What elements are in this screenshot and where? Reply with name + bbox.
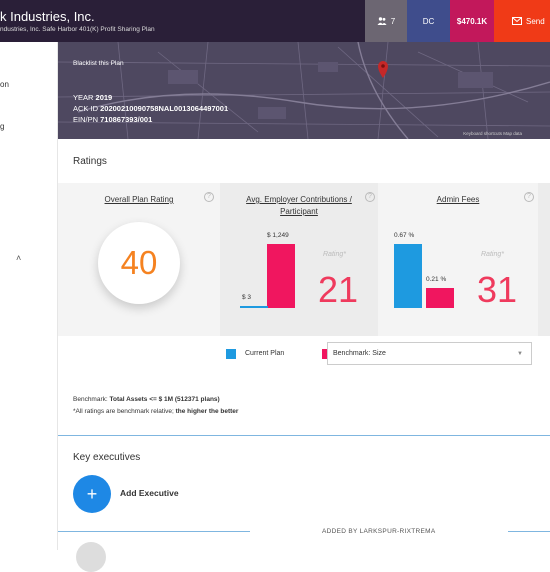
ein-value: 710867393/001	[100, 115, 153, 124]
added-divider-right	[508, 531, 550, 532]
ein-row: EIN/PN 710867393/001	[73, 115, 152, 124]
year-value: 2019	[95, 93, 113, 102]
map-hero: Blacklist this Plan YEAR 2019 ACK ID 202…	[58, 42, 550, 139]
note-bold: the higher the better	[175, 408, 239, 415]
benchmark-select-value: Benchmark: Size	[333, 350, 386, 357]
overall-rating-title[interactable]: Overall Plan Rating	[104, 195, 174, 204]
ein-label: EIN/PN	[73, 115, 99, 124]
ratings-title: Ratings	[73, 156, 107, 167]
benchmark-bar	[426, 287, 454, 308]
map-credit[interactable]: Keyboard shortcuts Map data	[463, 131, 522, 136]
dc-button[interactable]: DC	[407, 0, 450, 42]
benchmark-info: Benchmark: Total Assets <= $ 1M (512371 …	[73, 396, 220, 403]
benchmark-value: Total Assets <= $ 1M (512371 plans)	[109, 396, 220, 403]
ack-label: ACK ID	[73, 104, 99, 113]
current-plan-legend: Current Plan	[245, 350, 285, 357]
assets-button[interactable]: $470.1K	[450, 0, 494, 42]
employer-contrib-card: Avg. Employer Contributions / Participan…	[220, 183, 378, 336]
benchmark-value-label: 0.21 %	[426, 275, 447, 283]
added-divider-left	[58, 531, 250, 532]
year-label: YEAR	[73, 93, 94, 102]
send-label: Send	[526, 16, 545, 26]
sidebar-item-1[interactable]: on	[0, 80, 9, 89]
top-header: k Industries, Inc. ndustries, Inc. Safe …	[0, 0, 550, 42]
send-button[interactable]: Send	[494, 0, 550, 42]
current-bar	[394, 244, 422, 308]
benchmark-bar	[267, 244, 295, 308]
ratings-note: *All ratings are benchmark relative; the…	[73, 408, 238, 415]
help-icon[interactable]: ?	[524, 192, 534, 202]
help-icon[interactable]: ?	[365, 192, 375, 202]
added-by-label: ADDED BY LARKSPUR-RIXTREMA	[322, 528, 436, 535]
chevron-down-icon: ▼	[517, 351, 523, 357]
admin-rating: 31	[477, 269, 518, 310]
blacklist-link[interactable]: Blacklist this Plan	[73, 60, 124, 67]
ack-value: 20200210090758NAL0013064497001	[100, 104, 229, 113]
users-count: 7	[390, 16, 396, 26]
benchmark-prefix: Benchmark:	[73, 396, 108, 403]
ack-row: ACK ID 20200210090758NAL0013064497001	[73, 104, 228, 113]
admin-fees-card: Admin Fees ? 0.67 % 0.21 % Rating* 31	[378, 183, 538, 336]
current-plan-swatch	[226, 349, 236, 359]
chevron-up-icon[interactable]: ˄	[16, 253, 22, 263]
users-button[interactable]: 7	[365, 0, 407, 42]
rating-label: Rating*	[323, 251, 346, 258]
main-content: Ratings Overall Plan Rating ? 40 Avg. Em…	[58, 139, 550, 572]
employer-contrib-title[interactable]: Avg. Employer Contributions / Participan…	[246, 195, 352, 216]
avatar	[76, 542, 106, 572]
next-card	[538, 183, 550, 336]
ratings-strip: Overall Plan Rating ? 40 Avg. Employer C…	[58, 183, 550, 336]
executives-title: Key executives	[73, 452, 141, 463]
current-bar	[240, 306, 268, 308]
section-divider	[58, 435, 550, 436]
plan-name: ndustries, Inc. Safe Harbor 401(K) Profi…	[0, 26, 155, 33]
admin-fees-title[interactable]: Admin Fees	[436, 195, 480, 204]
users-icon	[377, 17, 387, 25]
map-pin-icon	[378, 61, 388, 78]
overall-score: 40	[98, 222, 180, 304]
employer-rating: 21	[318, 269, 359, 310]
help-icon[interactable]: ?	[204, 192, 214, 202]
benchmark-select[interactable]: Benchmark: Size ▼	[327, 342, 532, 365]
benchmark-value-label: $ 1,249	[267, 232, 289, 239]
current-value-label: 0.67 %	[394, 232, 415, 239]
plus-icon: +	[86, 483, 98, 504]
map-background	[58, 42, 550, 139]
year-row: YEAR 2019	[73, 93, 112, 102]
company-name: k Industries, Inc.	[0, 9, 95, 24]
overall-rating-card: Overall Plan Rating ? 40	[58, 183, 220, 336]
sidebar-item-2[interactable]: g	[0, 122, 5, 131]
mail-icon	[512, 17, 522, 25]
rating-label: Rating*	[481, 251, 504, 258]
current-value-label: $ 3	[242, 294, 252, 301]
sidebar: on g ˄	[0, 42, 58, 550]
add-executive-button[interactable]: +	[73, 475, 111, 513]
add-executive-label[interactable]: Add Executive	[120, 488, 179, 498]
note-prefix: *All ratings are benchmark relative;	[73, 408, 174, 415]
